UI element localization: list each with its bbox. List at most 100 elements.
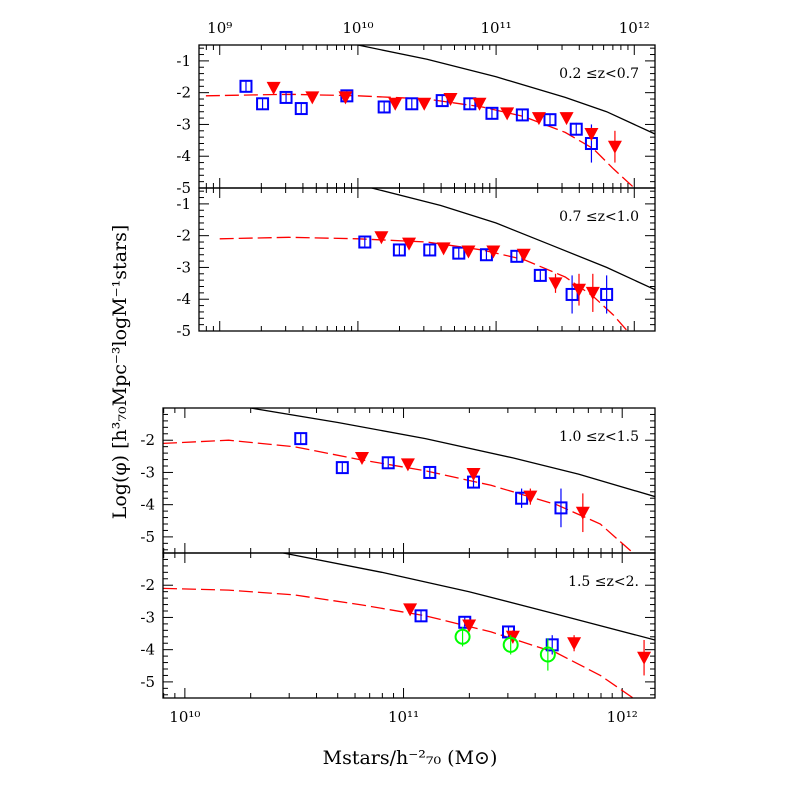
data-point-circle [454,628,471,645]
panel-3: -2 -3 -4 -5 1.0 ≤z<1.5 [140,407,656,554]
panel-2: -1 -2 -3 -4 -5 0.7 ≤z<1.0 [176,187,656,340]
data-point-triangle [531,112,546,126]
y-tick-label: -3 [176,258,191,276]
panel-1: -1 -2 -3 -4 -5 0.2 ≤z<0.7 10⁹ 10¹⁰ 10¹¹ 10¹² [176,19,656,197]
data-point-triangle [472,97,487,111]
curves [163,408,655,553]
data-point-square [565,287,579,301]
y-tick-label: -3 [140,608,155,626]
panel-frame [162,552,656,699]
data-points [294,432,590,533]
data-point-square [294,432,308,446]
data-point-triangle [305,91,320,105]
panel-redshift-label: 0.7 ≤z<1.0 [559,209,639,225]
model-curve-solid [371,188,655,291]
model-curve-solid [250,408,655,498]
panel-redshift-label: 0.2 ≤z<0.7 [559,66,639,82]
data-point-triangle [462,619,477,633]
data-point-triangle [402,237,417,251]
data-point-triangle [466,468,481,482]
data-point-square [392,243,406,257]
model-curve-solid [283,553,655,641]
data-point-triangle [584,127,599,141]
data-point-triangle [575,506,590,520]
y-tick-label: -1 [176,52,191,70]
model-curve-dashed [163,439,634,553]
data-point-circle [539,646,556,663]
data-point-triangle [500,107,515,121]
data-point-circle [502,636,519,653]
data-point-triangle [585,286,600,300]
data-point-square [358,235,372,249]
data-point-square [256,97,270,111]
data-point-triangle [374,231,389,245]
data-point-triangle [436,242,451,256]
data-point-square [463,97,477,111]
y-tick-label: -3 [140,463,155,481]
y-tick-label: -2 [176,84,191,102]
data-point-triangle [354,451,369,465]
y-tick-label: -2 [140,431,155,449]
data-point-square [543,113,557,127]
data-point-square [335,461,349,475]
y-tick-label: -5 [176,322,191,340]
panel-redshift-label: 1.0 ≤z<1.5 [559,429,639,445]
data-points [239,79,622,163]
bottom-axis-tick-label: 10¹¹ [388,708,419,726]
model-curve-dashed [205,93,635,188]
data-point-triangle [266,81,281,95]
model-curve-dashed [163,587,634,698]
data-points [403,603,652,676]
data-point-square [533,268,547,282]
data-point-square [600,287,614,301]
data-point-square [381,456,395,470]
data-point-triangle [388,97,403,111]
x-axis-title: Mstars/h⁻²₇₀ (M⊙) [323,747,498,769]
data-point-triangle [461,245,476,259]
data-point-square [423,243,437,257]
curves [219,188,655,331]
data-point-square [377,100,391,114]
top-axis-tick-label: 10¹⁰ [342,19,373,37]
data-point-square [485,106,499,120]
curves [163,553,655,698]
data-point-triangle [403,603,418,617]
y-tick-label: -1 [176,195,191,213]
y-axis-title: Log(φ) [h³₇₀Mpc⁻³logM⁻¹stars] [109,225,131,520]
panel-redshift-label: 1.5 ≤z<2. [568,574,639,590]
data-point-triangle [567,637,582,651]
data-point-square [239,79,253,93]
y-tick-label: -4 [176,147,191,165]
data-point-triangle [486,245,501,259]
data-points [358,231,614,314]
top-axis-tick-label: 10⁹ [207,19,232,37]
data-point-square [515,108,529,122]
y-tick-label: -4 [176,290,191,308]
data-point-square [405,97,419,111]
y-tick-label: -2 [140,576,155,594]
data-point-triangle [548,277,563,291]
top-axis-tick-label: 10¹¹ [481,19,512,37]
data-point-triangle [559,112,574,126]
y-tick-label: -5 [140,673,155,691]
data-point-square [423,465,437,479]
data-point-triangle [400,458,415,472]
data-point-triangle [637,651,652,665]
y-tick-label: -4 [140,641,155,659]
data-point-square [515,491,529,505]
data-point-square [569,122,583,136]
top-axis-tick-label: 10¹² [619,19,650,37]
data-point-triangle [523,490,538,504]
bottom-axis-tick-label: 10¹² [607,708,638,726]
panel-4: -2 -3 -4 -5 1.5 ≤z<2. 10¹⁰ 10¹¹ 10¹² [140,552,656,726]
model-curve-dashed [219,236,628,331]
data-point-triangle [572,283,586,297]
data-point-square [414,609,428,623]
data-point-triangle [516,248,531,262]
y-tick-label: -2 [176,227,191,245]
data-point-square [554,501,568,515]
model-curve-solid [357,45,655,135]
y-tick-label: -5 [140,528,155,546]
